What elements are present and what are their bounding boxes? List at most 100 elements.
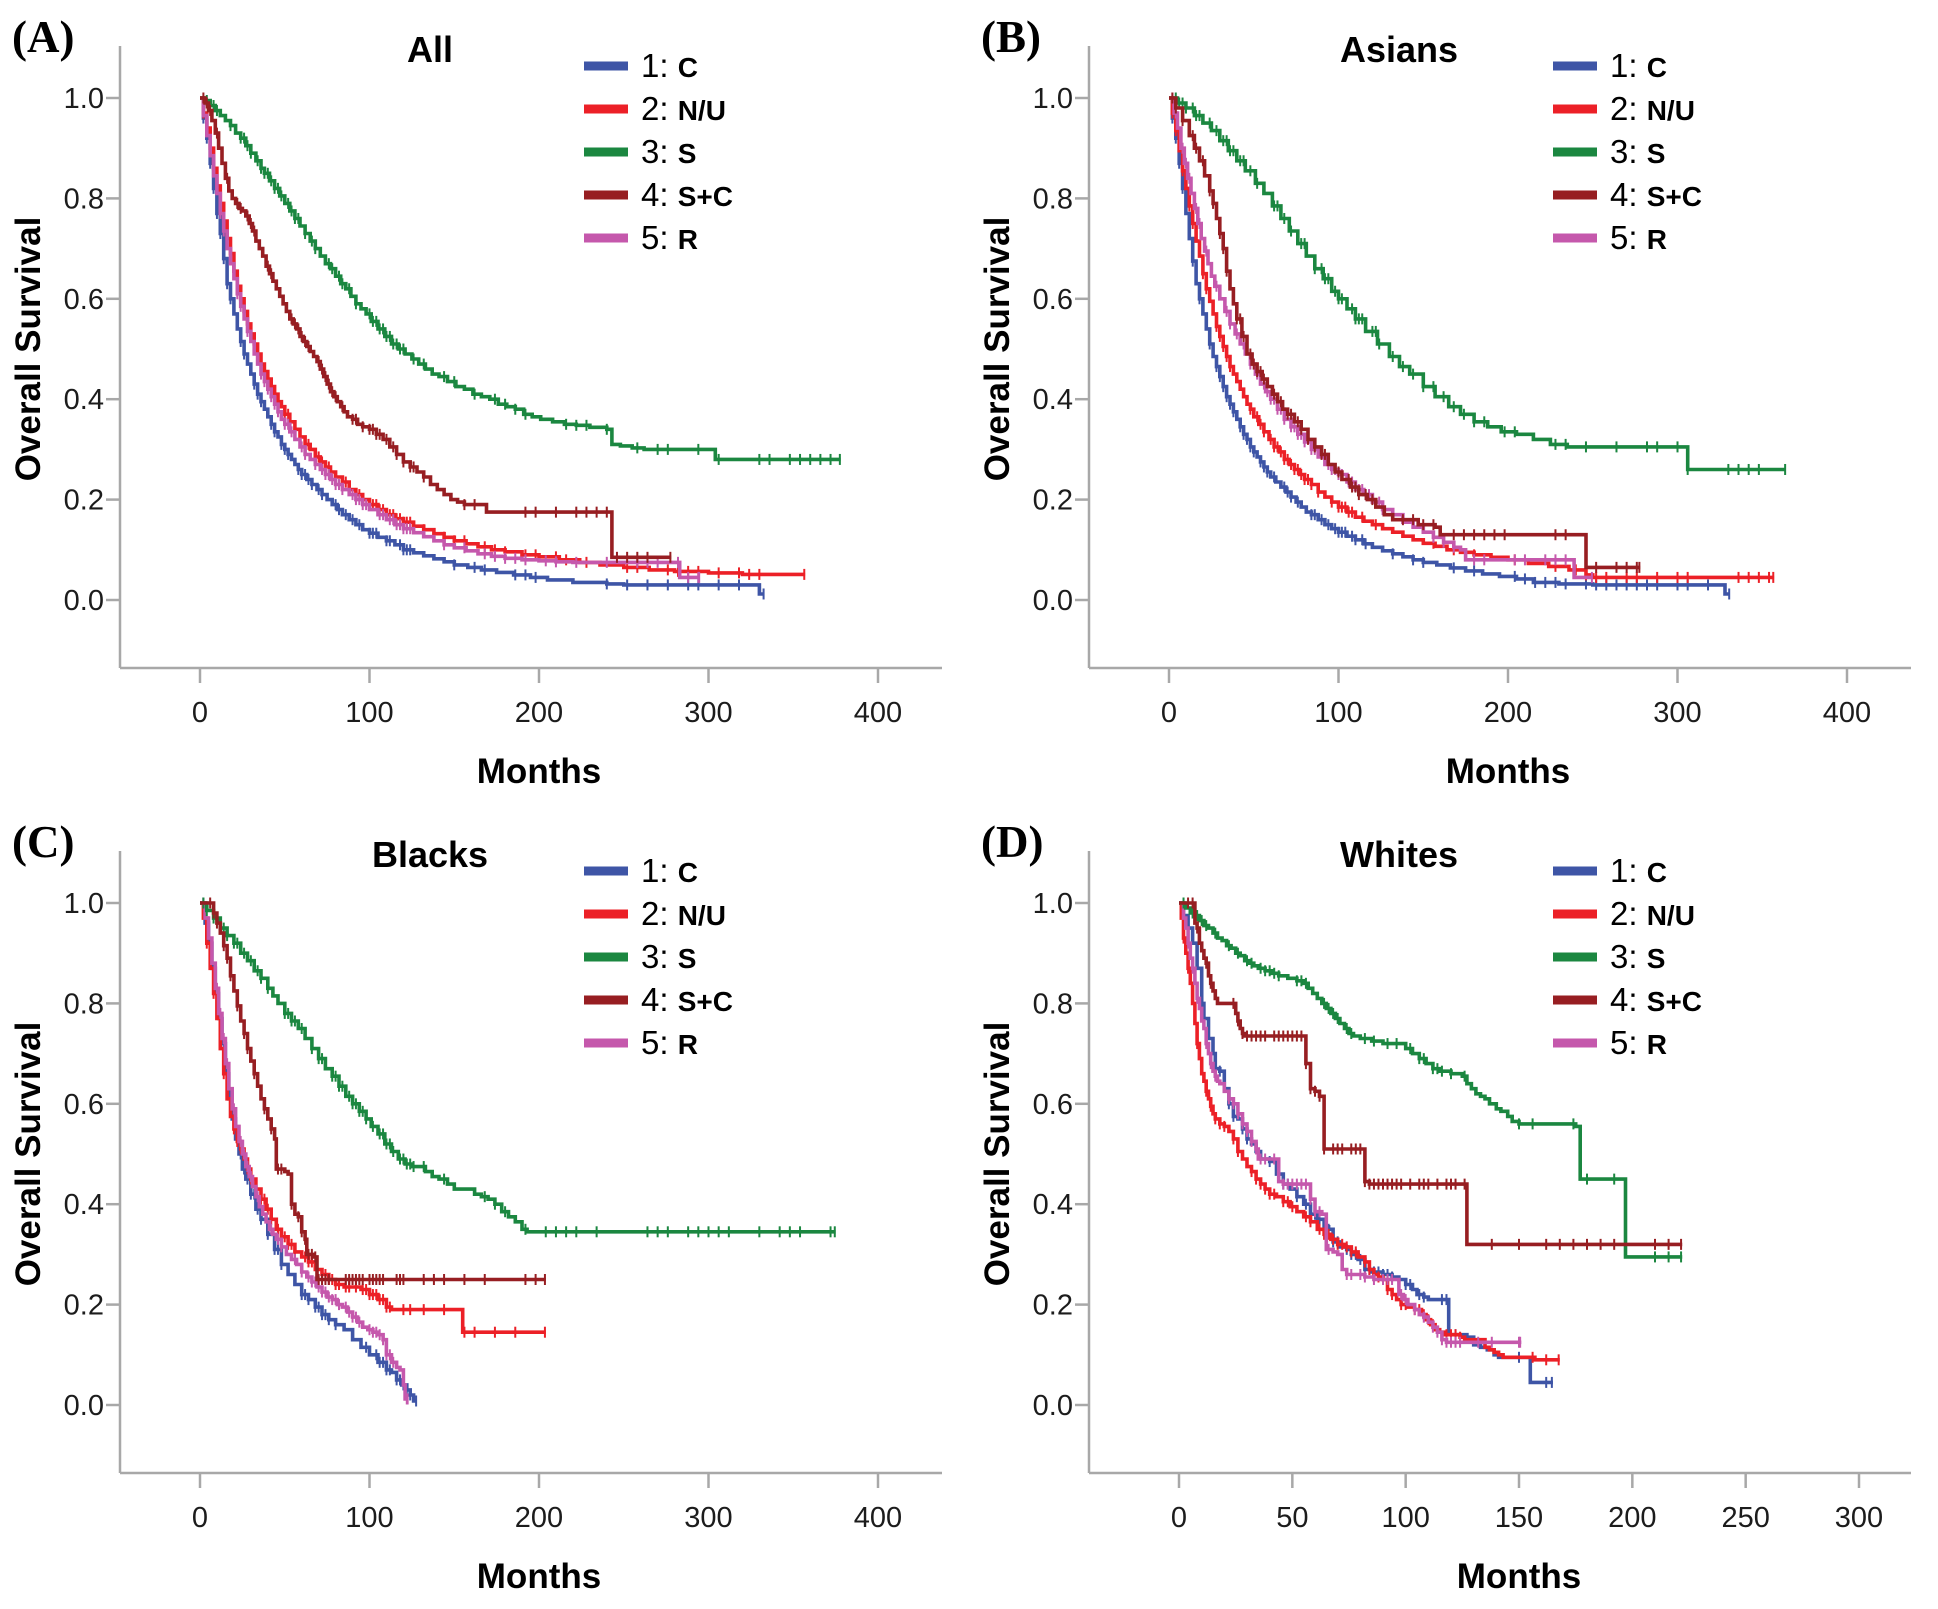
- y-tick-label: 1.0: [64, 83, 104, 115]
- y-tick-label: 0.4: [64, 384, 104, 416]
- y-axis-title: Overall Survival: [9, 1022, 48, 1287]
- km-curve-5-r: [1179, 901, 1522, 1345]
- km-curve-3-s: [1179, 901, 1683, 1259]
- km-curve-2-n-u: [1179, 901, 1560, 1362]
- x-tick-label: 400: [1823, 697, 1871, 729]
- x-tick-label: 0: [1171, 1502, 1187, 1534]
- km-curve-3-s: [200, 901, 836, 1234]
- panel-blacks-plot: 0.0 0.2 0.4 0.6 0.8 1.0 0 100 200 300 400 Months Ove…: [9, 817, 942, 1596]
- legend-label: 3: S: [1610, 938, 1665, 975]
- km-curve-1-c: [200, 96, 765, 596]
- legend-label: 1: C: [1610, 852, 1667, 889]
- y-tick-label: 0.2: [1033, 1290, 1073, 1322]
- km-curve-3-s: [1169, 96, 1786, 472]
- x-axis-title: Months: [1457, 1557, 1581, 1596]
- y-tick-label: 1.0: [1033, 888, 1073, 920]
- x-tick-label: 0: [1161, 697, 1177, 729]
- legend-label: 5: R: [641, 219, 698, 256]
- x-tick-label: 200: [515, 697, 563, 729]
- panel-all: 0.0 0.2 0.4 0.6 0.8 1.0 0 100 200 300 400 Months Ove…: [0, 0, 969, 804]
- panel-letter: (A): [12, 12, 74, 62]
- km-curve-4-s-c: [200, 901, 546, 1282]
- y-tick-label: 0.2: [64, 485, 104, 517]
- legend-label: 1: C: [641, 852, 698, 889]
- panel-title: Blacks: [372, 834, 488, 875]
- x-tick-label: 0: [192, 697, 208, 729]
- panel-title: Whites: [1340, 834, 1458, 875]
- legend-label: 1: C: [1610, 47, 1667, 84]
- y-tick-label: 0.8: [1033, 988, 1073, 1020]
- panel-title: All: [407, 29, 453, 70]
- y-tick-label: 0.8: [1033, 183, 1073, 215]
- y-axis-title: Overall Survival: [9, 217, 48, 482]
- x-axis-title: Months: [477, 1557, 601, 1596]
- panel-letter: (D): [981, 817, 1043, 867]
- legend-label: 5: R: [1610, 219, 1667, 256]
- x-tick-label: 200: [1484, 697, 1532, 729]
- panel-title: Asians: [1340, 29, 1458, 70]
- km-curve-4-s-c: [1179, 901, 1683, 1247]
- y-tick-label: 1.0: [1033, 83, 1073, 115]
- legend-label: 5: R: [641, 1024, 698, 1061]
- legend-label: 1: C: [641, 47, 698, 84]
- y-tick-label: 0.6: [64, 1089, 104, 1121]
- y-tick-label: 0.0: [1033, 585, 1073, 617]
- y-tick-label: 0.2: [64, 1290, 104, 1322]
- x-tick-label: 100: [1381, 1502, 1429, 1534]
- x-tick-label: 300: [1653, 697, 1701, 729]
- x-tick-label: 400: [854, 1502, 902, 1534]
- legend-label: 4: S+C: [1610, 176, 1702, 213]
- panel-all-plot: 0.0 0.2 0.4 0.6 0.8 1.0 0 100 200 300 400 Months Ove…: [9, 12, 942, 791]
- y-tick-label: 0.2: [1033, 485, 1073, 517]
- y-tick-label: 0.4: [1033, 1189, 1073, 1221]
- legend-label: 2: N/U: [641, 90, 726, 127]
- legend-label: 3: S: [641, 938, 696, 975]
- km-curve-2-n-u: [200, 96, 806, 577]
- x-tick-label: 0: [192, 1502, 208, 1534]
- x-tick-label: 50: [1276, 1502, 1308, 1534]
- legend-label: 2: N/U: [641, 895, 726, 932]
- km-curve-4-s-c: [1169, 96, 1641, 570]
- legend-label: 5: R: [1610, 1024, 1667, 1061]
- panel-asians-plot: 0.0 0.2 0.4 0.6 0.8 1.0 0 100 200 300 400 Months Ove…: [978, 12, 1911, 791]
- legend-label: 4: S+C: [641, 176, 733, 213]
- km-curve-4-s-c: [200, 96, 672, 560]
- y-tick-label: 0.6: [1033, 284, 1073, 316]
- x-axis-title: Months: [477, 752, 601, 791]
- legend-label: 3: S: [1610, 133, 1665, 170]
- x-tick-label: 300: [684, 697, 732, 729]
- x-tick-label: 300: [1835, 1502, 1883, 1534]
- km-curve-5-r: [200, 96, 700, 580]
- x-tick-label: 100: [1314, 697, 1362, 729]
- panel-whites-plot: 0.0 0.2 0.4 0.6 0.8 1.0 0 50 100 150 200 250 300 Mont…: [978, 817, 1911, 1596]
- km-curve-3-s: [200, 96, 841, 462]
- x-tick-label: 100: [345, 697, 393, 729]
- y-tick-label: 1.0: [64, 888, 104, 920]
- y-axis-title: Overall Survival: [978, 1022, 1017, 1287]
- y-tick-label: 0.4: [64, 1189, 104, 1221]
- x-tick-label: 150: [1495, 1502, 1543, 1534]
- y-tick-label: 0.8: [64, 183, 104, 215]
- y-tick-label: 0.6: [64, 284, 104, 316]
- y-axis-title: Overall Survival: [978, 217, 1017, 482]
- x-axis-title: Months: [1446, 752, 1570, 791]
- km-curve-1-c: [1169, 96, 1730, 596]
- legend-label: 3: S: [641, 133, 696, 170]
- panel-letter: (B): [981, 12, 1041, 62]
- panel-asians: 0.0 0.2 0.4 0.6 0.8 1.0 0 100 200 300 400 Months Ove…: [969, 0, 1938, 804]
- x-tick-label: 200: [1608, 1502, 1656, 1534]
- legend-label: 2: N/U: [1610, 90, 1695, 127]
- x-tick-label: 100: [345, 1502, 393, 1534]
- y-tick-label: 0.6: [1033, 1089, 1073, 1121]
- x-tick-label: 250: [1721, 1502, 1769, 1534]
- y-tick-label: 0.4: [1033, 384, 1073, 416]
- panel-blacks: 0.0 0.2 0.4 0.6 0.8 1.0 0 100 200 300 400 Months Ove…: [0, 805, 969, 1609]
- y-tick-label: 0.0: [64, 585, 104, 617]
- panel-letter: (C): [12, 817, 74, 867]
- x-tick-label: 300: [684, 1502, 732, 1534]
- km-curve-1-c: [1179, 901, 1553, 1385]
- x-tick-label: 400: [854, 697, 902, 729]
- y-tick-label: 0.0: [64, 1390, 104, 1422]
- panel-whites: 0.0 0.2 0.4 0.6 0.8 1.0 0 50 100 150 200 250 300 Mont…: [969, 805, 1938, 1609]
- x-tick-label: 200: [515, 1502, 563, 1534]
